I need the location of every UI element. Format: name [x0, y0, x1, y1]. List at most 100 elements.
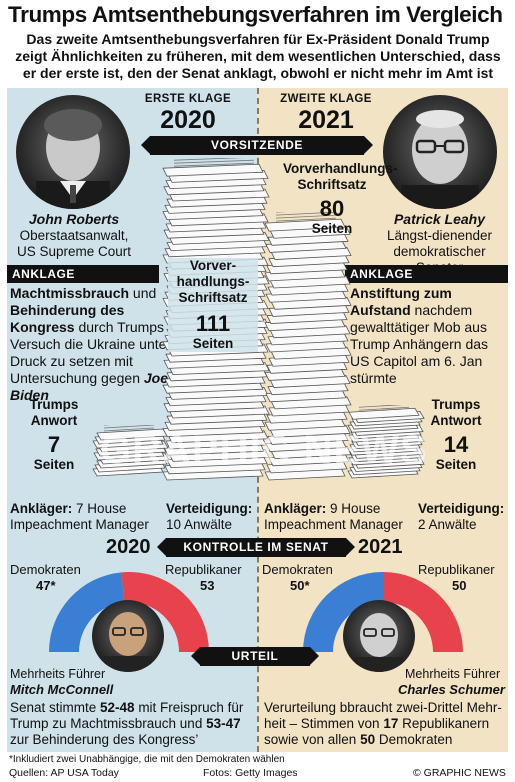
portrait-mitch-mcconnell — [92, 600, 164, 672]
top-sheet-lines — [275, 212, 337, 222]
verdict-text: Republikanern sowie von allen — [264, 716, 490, 747]
senate-year-right: 2021 — [358, 536, 403, 558]
rep-label-right: Republikaner — [418, 562, 495, 577]
rep-seats-left: 53 — [200, 578, 215, 593]
charges-left: Machtmissbrauch und Behinderung des Kong… — [10, 285, 172, 404]
defense-value: 2 Anwälte — [418, 517, 477, 532]
verdict-text: Senat stimmte — [10, 700, 101, 715]
chair-name-right: Patrick Leahy — [393, 211, 486, 227]
portrait-patrick-leahy — [383, 95, 497, 209]
response-unit-left: Seiten — [33, 457, 75, 472]
paper-sheet — [162, 163, 264, 177]
prosecutors-value: 9 House Impeachment Manager — [264, 501, 403, 532]
defense-label: Verteidigung: — [166, 501, 253, 516]
republican-arc — [383, 572, 463, 652]
charge-tag-left: ANKLAGE — [7, 265, 159, 283]
rep-label-left: Republikaner — [165, 562, 242, 577]
leader-role-left: Mehrheits Führer — [10, 667, 106, 681]
face-icon — [401, 110, 479, 209]
charge-tag-right: ANKLAGE — [345, 265, 508, 283]
prosecutors-left: Ankläger: 7 House Impeachment Manager — [10, 501, 160, 533]
paper-sheet — [348, 407, 420, 420]
charge-abuse-of-power: Machtmissbrauch — [10, 285, 130, 301]
sources: Quellen: AP USA Today — [9, 767, 119, 779]
chair-role-left: Oberstaatsanwalt, US Supreme Court — [16, 228, 132, 259]
defense-label: Verteidigung: — [418, 501, 505, 516]
chair-name-left: John Roberts — [28, 211, 120, 227]
dem-label-right: Demokraten — [262, 562, 333, 577]
charge-target-name: Joe Biden — [10, 370, 168, 403]
brief-caption-text: Vorverhandlungs-Schriftsatz — [283, 161, 398, 192]
dem-seats-right: 50* — [290, 578, 310, 593]
top-sheet-lines — [358, 405, 410, 411]
right-column-year: 2021 — [298, 106, 354, 134]
leader-role-right: Mehrheits Führer — [405, 667, 501, 681]
leader-name-right: Charles Schumer — [398, 682, 505, 697]
verdict-vote-obstruction: 53-47 — [206, 716, 241, 731]
senate-year-left: 2020 — [106, 536, 151, 558]
brief-pages-right: 80 — [319, 196, 345, 221]
dem-seats-left: 47* — [36, 578, 56, 593]
chair-banner: VORSITZENDE — [141, 136, 373, 155]
brief-caption-right: Vorverhandlungs-Schriftsatz 80 Seiten — [283, 161, 398, 237]
charge-text: durch Trumps Versuch die Ukraine unter D… — [10, 319, 172, 386]
democrat-arc — [49, 572, 125, 652]
senate-gauge-left — [49, 572, 209, 652]
face-icon — [104, 612, 152, 672]
brand-credit: © GRAPHIC NEWS — [413, 767, 506, 779]
verdict-left: Senat stimmte 52-48 mit Freispruch für T… — [10, 700, 254, 748]
prosecutors-label: Ankläger: — [264, 501, 327, 516]
defense-left: Verteidigung: 10 Anwälte — [166, 501, 258, 533]
response-pages-right: 14 — [443, 432, 469, 457]
left-column-label: ERSTE KLAGE — [144, 93, 232, 105]
response-stack-left-icon — [92, 425, 170, 477]
prosecutors-right: Ankläger: 9 House Impeachment Manager — [264, 501, 414, 533]
charge-text: und — [129, 285, 157, 301]
left-column-year: 2020 — [160, 106, 216, 134]
paper-sheet — [264, 218, 346, 232]
brief-caption-text: Vorver-handlungs-Schriftsatz — [176, 258, 250, 305]
verdict-text: zur Behinderung des Kongress’ — [10, 732, 199, 747]
response-pages-left: 7 — [47, 432, 61, 457]
response-caption-text: Trumps Antwort — [430, 397, 482, 428]
verdict-vote-abuse: 52-48 — [100, 700, 135, 715]
brief-stack-right-icon — [264, 212, 352, 481]
response-caption-text: Trumps Anwort — [29, 397, 79, 428]
verdict-rep-votes: 17 — [383, 716, 399, 731]
page-title: Trumps Amtsenthebungsverfahren im Vergle… — [8, 2, 503, 27]
verdict-banner: URTEIL — [191, 647, 319, 666]
charge-text: nachdem gewalttätiger Mob aus Trump Anhä… — [350, 302, 489, 386]
dem-label-left: Demokraten — [10, 562, 81, 577]
face-icon — [355, 613, 403, 672]
response-unit-right: Seiten — [435, 457, 477, 472]
response-caption-left: Trumps Anwort 7 Seiten — [22, 397, 86, 473]
response-caption-right: Trumps Antwort 14 Seiten — [424, 397, 488, 473]
defense-right: Verteidigung: 2 Anwälte — [418, 501, 510, 533]
prosecutors-value: 7 House Impeachment Manager — [10, 501, 149, 532]
charges-right: Anstiftung zum Aufstand nachdem gewalttä… — [350, 285, 506, 387]
brief-caption-left: Vorver-handlungs-Schriftsatz 111 Seiten — [168, 258, 258, 352]
page-subtitle: Das zweite Amtsenthebungsverfahren für E… — [15, 31, 501, 81]
senate-banner: KONTROLLE IM SENAT — [157, 538, 355, 557]
brief-unit-right: Seiten — [311, 221, 353, 236]
photo-credit: Fotos: Getty Images — [203, 767, 298, 779]
verdict-text: Demokraten — [375, 732, 453, 747]
verdict-dem-votes: 50 — [360, 732, 376, 747]
senate-gauge-right — [303, 572, 463, 652]
verdict-text: mit Freispruch für Trump zu Machtmissbra… — [10, 700, 244, 731]
democrat-arc — [303, 572, 383, 652]
brief-pages-left: 111 — [195, 311, 231, 336]
charge-obstruction: Behinderung des Kongress — [10, 302, 125, 335]
portrait-charles-schumer — [343, 600, 415, 672]
face-icon — [36, 109, 110, 209]
verdict-right: Verurteilung bbraucht zwei-Drittel Mehr-… — [264, 700, 506, 748]
defense-value: 10 Anwälte — [166, 517, 233, 532]
charge-incitement: Anstiftung zum Aufstand — [350, 285, 452, 318]
top-sheet-lines — [173, 158, 255, 167]
watermark: GRAPHIC NEWS — [100, 428, 428, 472]
rep-seats-right: 50 — [452, 578, 467, 593]
verdict-text: Verurteilung bbraucht zwei-Drittel Mehr-… — [264, 700, 502, 731]
prosecutors-label: Ankläger: — [10, 501, 73, 516]
republican-arc — [121, 572, 209, 652]
paper-sheet — [96, 428, 168, 441]
